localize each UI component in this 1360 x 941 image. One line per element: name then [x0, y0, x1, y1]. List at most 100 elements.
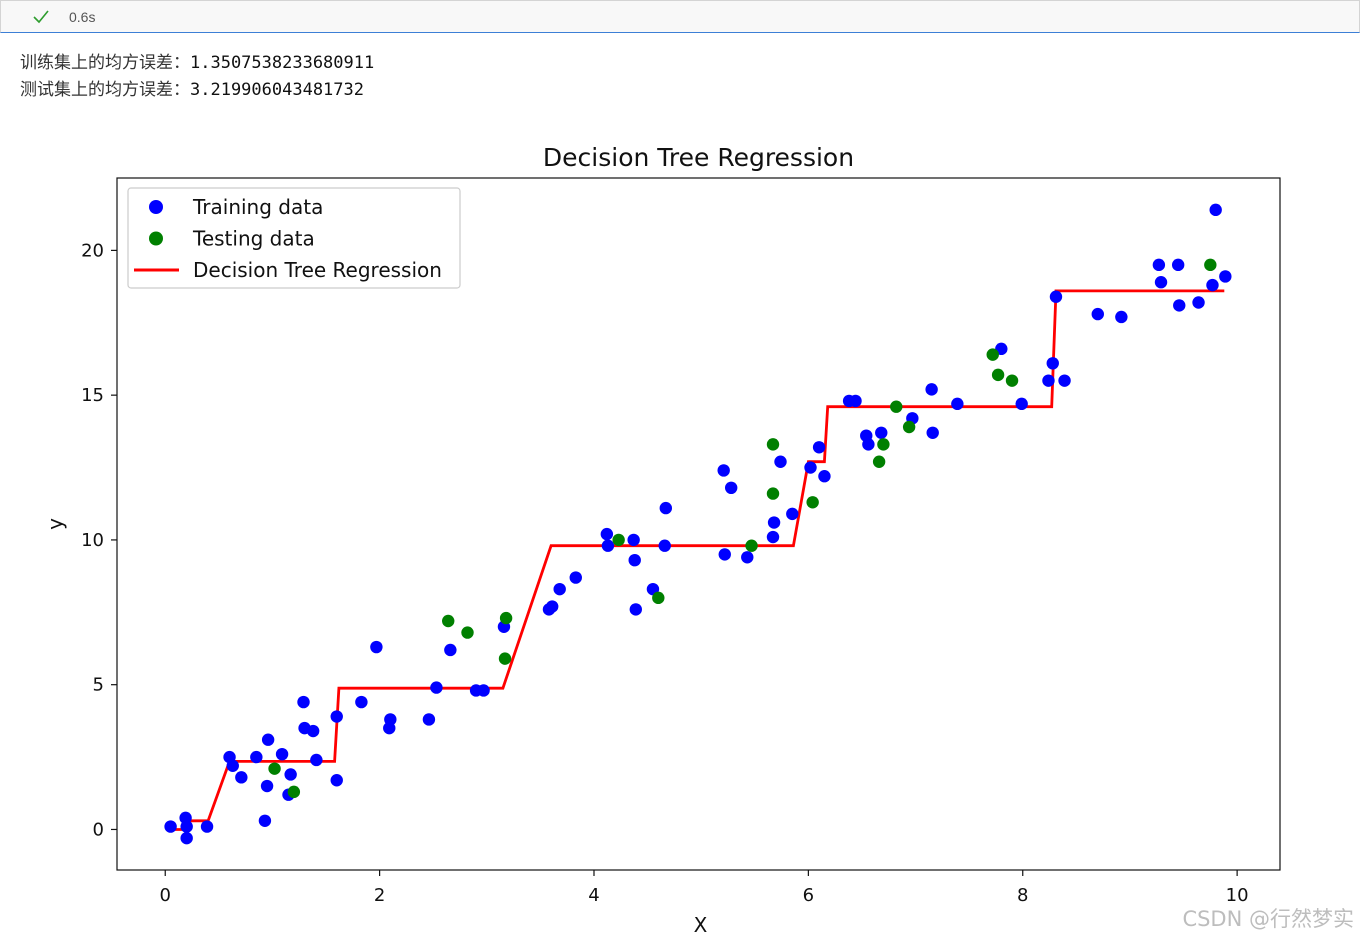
training-point — [1091, 307, 1104, 321]
x-tick-label: 4 — [588, 885, 599, 906]
training-point — [430, 681, 443, 694]
testing-point — [745, 539, 758, 552]
testing-point — [461, 626, 474, 639]
training-point — [180, 831, 193, 845]
training-point — [1049, 290, 1063, 303]
legend-box — [127, 187, 461, 289]
training-point — [804, 461, 817, 474]
training-point — [875, 426, 888, 439]
training-point — [1058, 374, 1071, 387]
training-point — [724, 481, 738, 495]
testing-point — [268, 762, 281, 775]
training-point — [226, 759, 239, 772]
y-tick-label: 10 — [81, 530, 104, 551]
training-point — [370, 640, 383, 654]
chart-title: Decision Tree Regression — [543, 143, 854, 172]
y-tick-label: 5 — [93, 675, 104, 696]
training-point — [767, 516, 781, 529]
training-point — [774, 455, 787, 468]
plot-frame — [116, 177, 1281, 871]
y-tick-label: 20 — [81, 240, 104, 261]
testing-point — [652, 591, 665, 605]
execution-time: 0.6s — [69, 8, 96, 25]
training-point — [629, 603, 642, 616]
legend-label: Training data — [192, 195, 323, 219]
x-tick-label: 0 — [160, 885, 171, 906]
training-point — [1046, 357, 1059, 370]
y-tick-label: 15 — [81, 385, 104, 406]
training-point — [545, 600, 559, 613]
training-point — [355, 695, 368, 709]
testing-point — [890, 400, 903, 413]
training-point — [600, 527, 614, 541]
training-point — [569, 571, 582, 584]
x-axis-label: X — [694, 913, 708, 937]
regression-line — [167, 289, 1225, 831]
training-point — [659, 501, 673, 515]
testing-point — [872, 455, 886, 468]
training-point — [1152, 258, 1166, 272]
training-point — [477, 684, 490, 697]
testing-point — [806, 496, 819, 509]
training-point — [786, 507, 799, 521]
training-point — [306, 724, 320, 738]
legend: Training data Testing data Decision Tree R… — [127, 187, 461, 289]
x-tick-label: 6 — [803, 885, 814, 906]
cell-output: 训练集上的均方误差：1.3507538233680911 测试集上的均方误差：3… — [20, 50, 374, 104]
training-point — [766, 530, 780, 544]
training-point — [260, 779, 274, 793]
training-point — [1171, 258, 1185, 272]
testing-point — [986, 348, 999, 361]
training-point — [925, 383, 938, 396]
testing-point — [766, 487, 780, 500]
training-point — [1206, 278, 1219, 292]
training-point — [258, 814, 272, 827]
training-point — [849, 394, 862, 408]
training-point — [1192, 296, 1205, 309]
training-point — [1209, 203, 1222, 217]
training-point — [741, 551, 754, 564]
x-tick-label: 2 — [374, 885, 385, 906]
training-point — [658, 539, 671, 552]
training-point — [275, 747, 289, 761]
training-point — [1219, 270, 1232, 283]
test-mse-value: 3.219906043481732 — [190, 80, 364, 100]
y-tick-label: 0 — [93, 819, 104, 840]
training-point — [601, 539, 615, 552]
training-point — [330, 774, 343, 787]
x-tick-label: 10 — [1226, 885, 1249, 906]
training-point — [444, 643, 457, 657]
testing-point — [287, 785, 301, 799]
training-point — [818, 470, 831, 483]
training-point — [422, 713, 436, 726]
cell-execution-status: 0.6s — [0, 0, 1360, 33]
train-mse-label: 训练集上的均方误差： — [20, 53, 190, 73]
training-point — [330, 710, 343, 723]
training-point — [628, 553, 641, 567]
x-tick-label: 8 — [1017, 885, 1028, 906]
training-point — [717, 464, 730, 477]
training-point — [1115, 310, 1128, 324]
training-point — [862, 438, 875, 451]
training-point — [812, 441, 826, 454]
training-point — [384, 713, 397, 726]
training-point — [297, 695, 310, 709]
training-point — [1173, 299, 1186, 312]
training-point — [250, 750, 263, 764]
testing-point — [442, 614, 455, 628]
test-mse-label: 测试集上的均方误差： — [20, 80, 190, 100]
training-point — [926, 426, 939, 439]
testing-point — [499, 611, 513, 625]
testing-point — [1005, 374, 1019, 387]
training-point — [718, 548, 731, 561]
legend-label: Decision Tree Regression — [193, 258, 442, 282]
testing-point — [1204, 258, 1217, 272]
watermark: CSDN @行然梦实 — [1182, 907, 1354, 931]
testing-point — [991, 368, 1005, 382]
y-axis-label: y — [43, 518, 67, 530]
training-point — [553, 582, 566, 596]
training-point — [627, 533, 640, 547]
training-point — [284, 768, 297, 781]
train-mse-value: 1.3507538233680911 — [190, 53, 375, 73]
